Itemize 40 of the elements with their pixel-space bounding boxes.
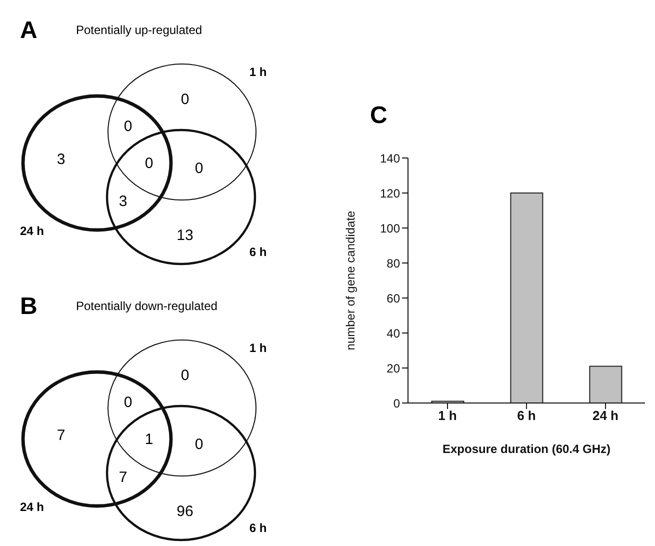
text: 1 h xyxy=(249,341,267,355)
text: A xyxy=(20,17,38,44)
y-tick-label: 120 xyxy=(380,186,400,200)
text: 24 h xyxy=(20,224,44,238)
y-tick-label: 60 xyxy=(386,291,400,306)
text: 0 xyxy=(144,155,154,172)
text: 7 xyxy=(56,427,66,444)
text: 3 xyxy=(56,151,66,168)
bar xyxy=(589,366,622,403)
text: 6 h xyxy=(249,245,267,259)
text: B xyxy=(20,293,38,320)
x-tick-label: 6 h xyxy=(517,408,536,424)
y-tick-label: 100 xyxy=(380,221,400,236)
y-tick-label: 0 xyxy=(393,396,400,410)
text: 0 xyxy=(194,160,204,177)
x-axis-title: Exposure duration (60.4 GHz) xyxy=(442,442,611,456)
text: Potentially down-regulated xyxy=(76,299,218,313)
text: 0 xyxy=(124,118,132,135)
text: 13 xyxy=(176,227,194,244)
text: 96 xyxy=(176,503,194,520)
text: 1 xyxy=(144,431,154,448)
text: 3 xyxy=(118,193,128,210)
y-tick-label: 140 xyxy=(380,151,400,166)
x-tick-label: 1 h xyxy=(438,408,457,424)
text: 7 xyxy=(118,469,128,486)
text: 0 xyxy=(180,91,190,108)
y-tick-label: 20 xyxy=(386,361,400,376)
text: 24 h xyxy=(20,500,44,514)
x-tick-label: 24 h xyxy=(592,408,619,424)
text: 1 h xyxy=(249,65,267,79)
y-axis-title: number of gene candidate xyxy=(343,210,358,350)
text: 0 xyxy=(194,436,204,453)
text: 0 xyxy=(180,367,190,384)
text: Potentially up-regulated xyxy=(76,23,202,37)
y-tick-label: 40 xyxy=(386,326,400,340)
text: 0 xyxy=(124,394,132,411)
bar xyxy=(510,192,544,403)
text: 6 h xyxy=(249,521,267,535)
y-tick-label: 80 xyxy=(386,256,400,270)
text: C xyxy=(370,102,388,130)
